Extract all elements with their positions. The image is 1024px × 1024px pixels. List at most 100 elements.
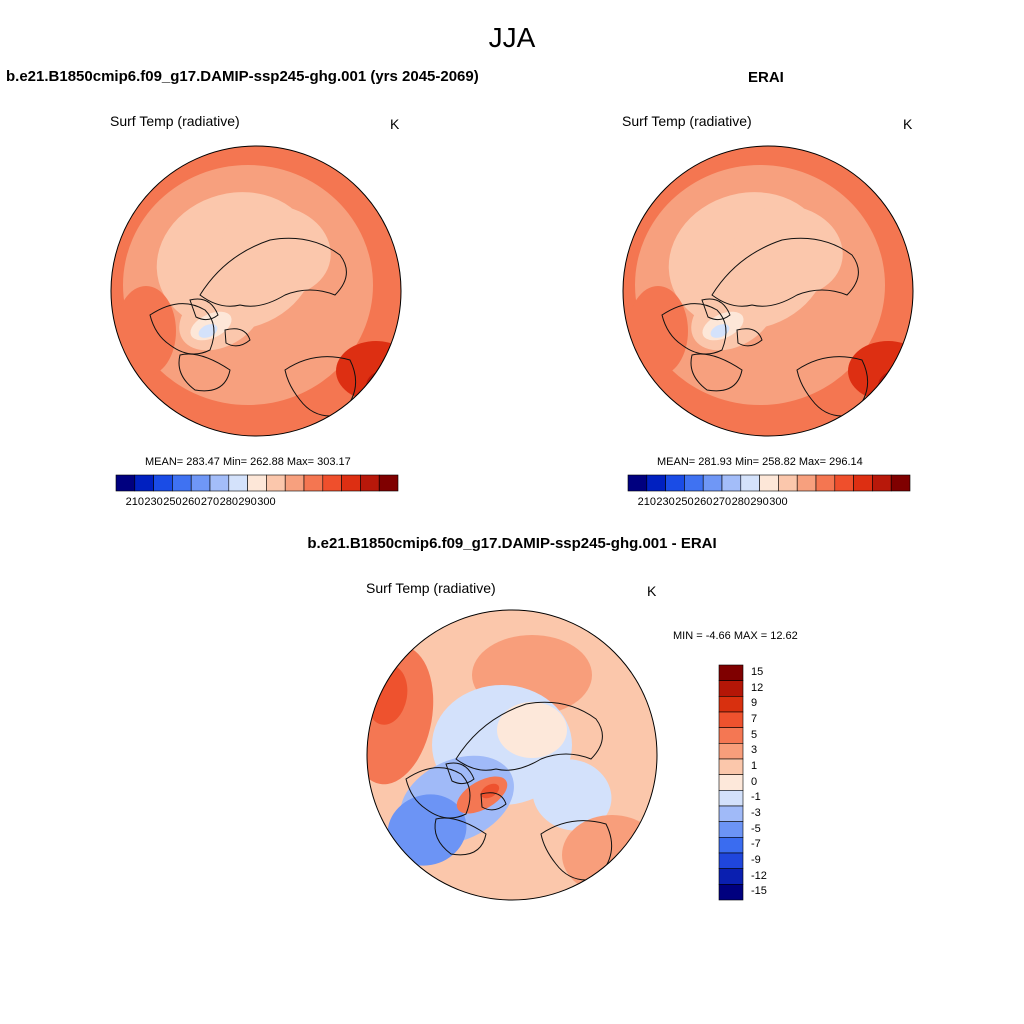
colorbar-box	[718, 852, 744, 869]
colorbar-box	[247, 474, 267, 492]
coastline-5	[224, 328, 251, 347]
colorbar-box	[209, 474, 230, 492]
map-boundary	[622, 145, 914, 437]
colorbar-tick-label: 1	[751, 759, 758, 772]
colorbar-tick-label: 210	[637, 496, 656, 508]
colorbar-box	[796, 474, 817, 492]
colorbar-box	[718, 790, 744, 807]
colorbar-tick-label: 260	[694, 496, 713, 508]
model-polar-map	[110, 145, 402, 437]
colorbar-box	[853, 474, 873, 492]
colorbar-tick-label: 0	[751, 775, 758, 788]
colorbar-tick-label: -9	[751, 853, 761, 866]
colorbar-box	[153, 474, 173, 492]
field-hot-spot	[848, 341, 913, 401]
colorbar-box	[266, 474, 286, 492]
diff-panel-title: b.e21.B1850cmip6.f09_g17.DAMIP-ssp245-gh…	[307, 535, 717, 552]
colorbar-tick-label: -5	[751, 822, 761, 835]
colorbar-box	[740, 474, 760, 492]
field-hot-core	[878, 370, 913, 402]
model-stats: MEAN= 283.47 Min= 262.88 Max= 303.17	[145, 456, 351, 468]
coastline-1	[690, 353, 743, 392]
colorbar-box	[190, 474, 211, 492]
coastline-2	[711, 237, 859, 307]
field-greenland-cold	[710, 324, 730, 338]
model-panel-title: b.e21.B1850cmip6.f09_g17.DAMIP-ssp245-gh…	[6, 68, 479, 85]
colorbar-box	[718, 837, 744, 854]
colorbar-tick-label: 12	[751, 681, 764, 694]
colorbar-box	[718, 711, 744, 728]
colorbar-box	[360, 474, 380, 492]
obs-panel-title: ERAI	[748, 69, 784, 86]
coastline-4	[445, 762, 475, 785]
colorbar-tick-label: 7	[751, 712, 758, 725]
field-neutral-core	[497, 702, 567, 758]
obs-colorbar	[627, 474, 911, 492]
colorbar-tick-label: -3	[751, 806, 761, 819]
map-boundary	[366, 609, 658, 901]
colorbar-box	[834, 474, 854, 492]
diff-units: K	[647, 583, 657, 599]
colorbar-box	[322, 474, 342, 492]
field-band-3b	[733, 205, 843, 297]
colorbar-box	[646, 474, 666, 492]
coastline-1	[178, 353, 231, 392]
colorbar-tick-label: 260	[182, 496, 201, 508]
colorbar-tick-label: -12	[751, 869, 767, 882]
map-boundary	[110, 145, 402, 437]
field-cool-europe	[532, 759, 612, 831]
field-cold-pocket	[387, 794, 467, 866]
colorbar-box	[718, 743, 744, 760]
model-variable-label: Surf Temp (radiative)	[110, 113, 240, 129]
coastline-2	[199, 237, 347, 307]
colorbar-box	[759, 474, 779, 492]
colorbar-box	[872, 474, 892, 492]
colorbar-tick-label: 250	[675, 496, 694, 508]
field-warm-se	[562, 815, 657, 895]
colorbar-tick-label: 280	[731, 496, 750, 508]
field-band-3b	[221, 205, 331, 297]
colorbar-box	[627, 474, 648, 492]
colorbar-box	[718, 805, 744, 822]
coastline-5	[736, 328, 763, 347]
colorbar-tick-label: 270	[712, 496, 732, 508]
colorbar-box	[718, 727, 744, 744]
colorbar-box	[303, 474, 324, 492]
coastline-4	[189, 298, 219, 321]
model-colorbar	[115, 474, 399, 492]
field-hot-spot	[336, 341, 401, 401]
colorbar-box	[341, 474, 361, 492]
field-greenland-hot	[480, 783, 500, 799]
colorbar-tick-label: 5	[751, 728, 758, 741]
colorbar-box	[718, 696, 744, 713]
coastline-1	[434, 817, 487, 856]
colorbar-box	[718, 821, 744, 838]
colorbar-tick-label: -1	[751, 791, 761, 804]
coastline-0	[405, 767, 471, 819]
colorbar-tick-label: 250	[163, 496, 182, 508]
colorbar-box	[815, 474, 836, 492]
colorbar-box	[378, 474, 399, 492]
colorbar-box	[134, 474, 154, 492]
colorbar-box	[228, 474, 248, 492]
coastline-5	[480, 792, 507, 811]
diff-stats: MIN = -4.66 MAX = 12.62	[673, 630, 798, 642]
colorbar-box	[718, 868, 744, 885]
colorbar-tick-label: 15	[751, 665, 764, 678]
colorbar-tick-label: 290	[238, 496, 257, 508]
coastline-2	[455, 701, 603, 771]
colorbar-box	[721, 474, 742, 492]
colorbar-box	[718, 758, 744, 775]
diff-variable-label: Surf Temp (radiative)	[366, 580, 496, 596]
field-hot-core	[366, 370, 401, 402]
colorbar-tick-label: 280	[219, 496, 238, 508]
colorbar-box	[718, 884, 744, 901]
colorbar-tick-label: -15	[751, 885, 767, 898]
coastline-4	[701, 298, 731, 321]
obs-polar-map	[622, 145, 914, 437]
colorbar-box	[115, 474, 136, 492]
field-west-band	[116, 286, 176, 376]
model-units: K	[390, 116, 400, 132]
field-greenland-cold	[198, 324, 218, 338]
figure-title: JJA	[488, 22, 536, 53]
